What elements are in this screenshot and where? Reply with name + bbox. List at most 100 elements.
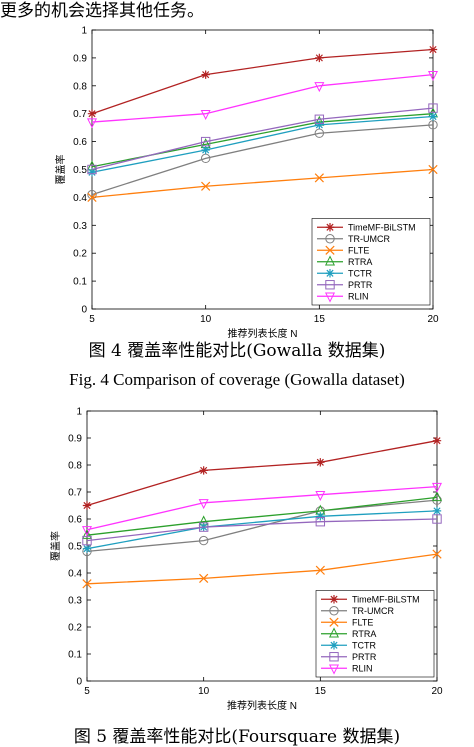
x-axis-label: 推荐列表长度 N [228,327,298,338]
y-tick-label: 0.6 [68,515,82,526]
legend-label-prtr: PRTR [348,280,373,290]
series-line-tctr [91,115,434,173]
series-line-rtra [91,113,434,168]
data-point-tr-umcr [87,189,97,200]
x-tick-label: 15 [314,314,326,325]
y-tick-label: 0.4 [73,193,87,204]
legend-label-rlin: RLIN [352,663,373,673]
data-point-prtr [428,103,438,113]
y-tick-label: 0.2 [73,249,87,260]
series-prtr [87,103,438,175]
y-tick-label: 0 [76,677,82,688]
data-point-timemf-bilstm [316,458,325,467]
y-axis-label: 覆盖率 [49,531,62,561]
legend-marker-tctr [329,641,339,650]
data-point-timemf-bilstm [199,466,208,475]
series-line-rtra [86,496,438,536]
legend-marker-flte [325,245,335,255]
data-point-rlin [86,118,98,129]
data-point-flte [315,565,325,575]
legend-marker-tctr [325,269,335,278]
x-tick-label: 20 [427,314,439,325]
figure-4-caption-en: Fig. 4 Comparison of coverage (Gowalla d… [69,370,405,389]
data-point-flte [201,181,211,191]
data-point-rtra [431,491,443,502]
figure-4-caption-cn: 图 4 覆盖率性能对比(Gowalla 数据集) [88,341,386,361]
legend-marker-prtr [329,652,339,662]
data-point-tctr [82,544,92,553]
series-line-prtr [86,518,438,542]
legend-label-rtra: RTRA [348,257,372,267]
data-point-rlin [427,70,439,81]
data-point-rlin [314,82,325,93]
y-tick-label: 0.1 [73,277,87,288]
legend-label-tr-umcr: TR-UMCR [348,234,390,244]
coverage-chart-gowalla: 00.10.20.30.40.50.60.70.80.915 10 15 20推荐列表… [54,26,439,339]
legend-label-prtr: PRTR [352,652,377,662]
data-point-rlin [198,499,209,510]
y-tick-label: 0.2 [68,623,82,634]
data-point-tr-umcr [198,535,209,546]
series-line-timemf-bilstm [91,48,434,115]
series-rlin [81,482,443,537]
series-rlin [86,70,439,129]
legend-marker-tr-umcr [325,234,335,244]
data-point-timemf-bilstm [82,501,92,510]
legend-label-tctr: TCTR [352,640,376,650]
data-point-prtr [198,522,209,532]
y-tick-label: 0.7 [73,109,87,120]
legend-label-rlin: RLIN [348,291,369,301]
y-tick-label: 0.5 [73,165,87,176]
series-line-rlin [86,485,438,531]
legend-label-tr-umcr: TR-UMCR [352,606,394,616]
y-tick-label: 0.6 [73,137,87,148]
data-point-tctr [316,512,325,521]
series-line-flte [86,553,438,585]
series-tr-umcr [87,120,438,200]
legend-label-timemf-bilstm: TimeMF-BiLSTM [348,222,416,232]
series-line-rlin [91,73,434,123]
legend-label-flte: FLTE [352,617,373,627]
data-point-tctr [87,168,97,177]
data-point-prtr [87,164,97,175]
series-line-tr-umcr [91,124,434,196]
coverage-chart-foursquare: 00.10.20.30.40.50.60.70.80.915 10 15 20推荐列表… [49,407,443,713]
y-tick-label: 0.7 [68,488,82,499]
data-point-flte [428,164,438,175]
series-line-tr-umcr [86,499,438,553]
series-line-flte [91,168,434,199]
series-timemf-bilstm [82,436,442,510]
legend-marker-rlin [328,664,340,675]
x-tick-label: 20 [431,686,443,697]
data-point-flte [82,579,92,589]
data-point-timemf-bilstm [428,45,438,54]
data-point-flte [432,549,442,559]
legend-label-timemf-bilstm: TimeMF-BiLSTM [352,594,420,604]
body-text-line: 更多的机会选择其他任务。 [0,1,204,21]
y-tick-label: 0.1 [68,650,82,661]
y-tick-label: 0.9 [73,53,87,64]
y-tick-label: 0.3 [73,221,87,232]
legend-marker-timemf-bilstm [325,223,335,232]
legend-marker-rlin [324,292,336,303]
data-point-rlin [200,110,211,121]
data-point-flte [314,173,324,183]
data-point-flte [87,192,97,203]
series-timemf-bilstm [87,45,438,118]
series-tr-umcr [82,495,442,557]
figure-5-caption-cn: 图 5 覆盖率性能对比(Foursquare 数据集) [73,727,401,747]
y-tick-label: 1 [81,26,87,37]
series-tctr [87,112,438,177]
data-point-timemf-bilstm [315,53,324,63]
data-point-rlin [431,482,443,493]
data-point-prtr [200,136,211,147]
legend-marker-tr-umcr [329,606,339,616]
data-point-prtr [432,514,442,524]
y-tick-label: 0 [81,305,87,316]
series-prtr [82,514,442,546]
legend-marker-flte [329,617,339,627]
data-point-prtr [315,517,326,527]
y-tick-label: 0.4 [68,569,82,580]
legend-marker-rtra [324,255,336,266]
